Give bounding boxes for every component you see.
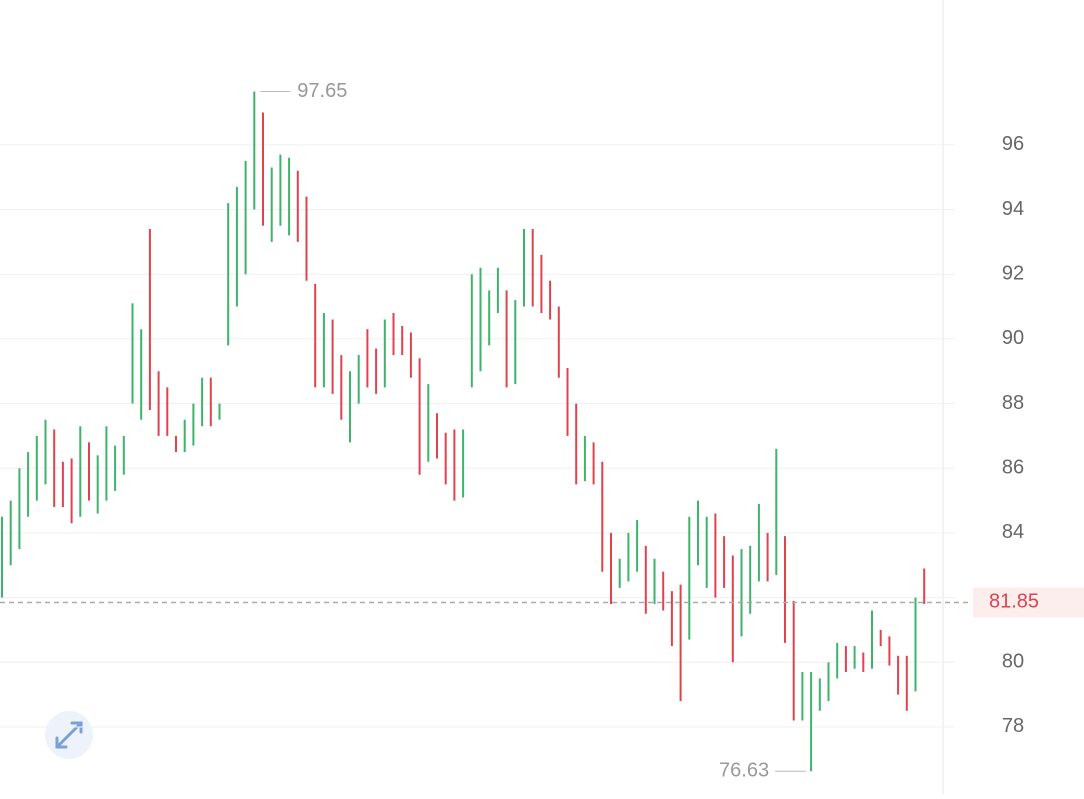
y-tick-label: 92 [1002,263,1024,285]
y-tick-label: 78 [1002,715,1024,737]
min-label: 76.63 [719,760,769,782]
last-price-box [973,587,1084,618]
y-tick-label: 90 [1002,327,1024,349]
y-tick-label: 86 [1002,457,1024,479]
y-tick-label: 94 [1002,198,1024,220]
y-tick-label: 88 [1002,392,1024,414]
max-label: 97.65 [297,80,347,102]
last-price-label: 81.85 [989,591,1039,613]
y-tick-label: 84 [1002,521,1024,543]
y-tick-label: 96 [1002,133,1024,155]
y-tick-label: 80 [1002,651,1024,673]
expand-icon[interactable] [45,711,93,759]
